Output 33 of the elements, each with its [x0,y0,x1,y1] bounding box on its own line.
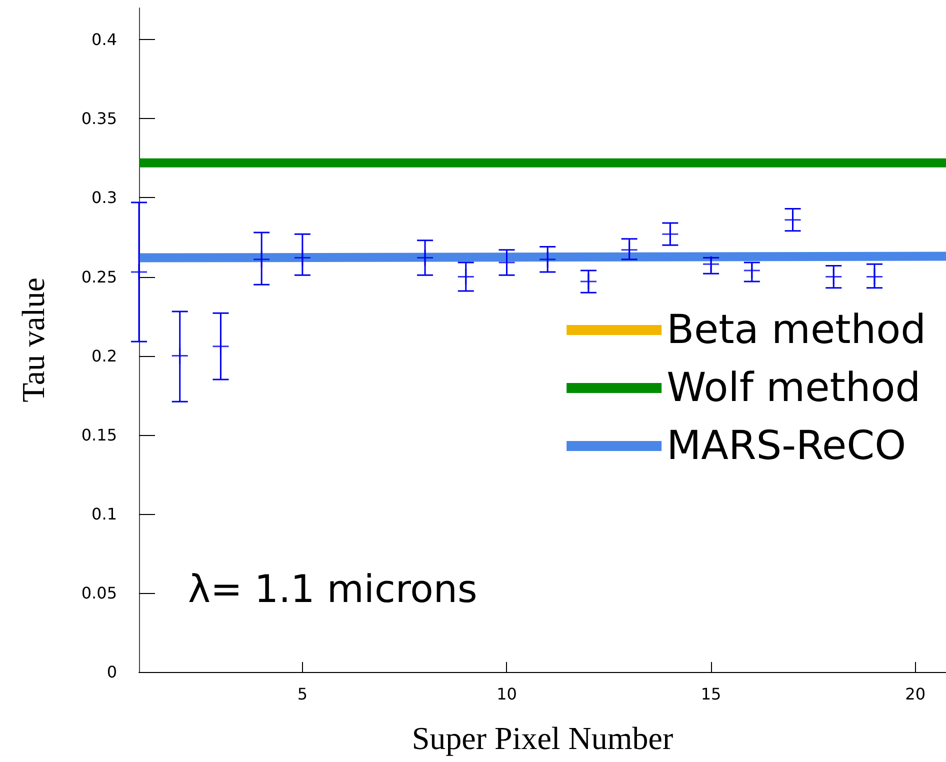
point [866,268,884,286]
point [620,241,638,259]
point [130,263,148,281]
x-tick-label: 15 [700,684,722,704]
y-tick-label: 0 [106,662,117,682]
y-tick-label: 0.15 [81,425,117,444]
y-tick-label: 0.35 [81,109,117,128]
y-tick-label: 0.2 [92,346,117,366]
legend-label: Wolf method [666,365,921,411]
point [252,250,270,268]
y-tick-label: 0.05 [81,583,117,602]
point [580,272,598,290]
y-tick-label: 0.25 [81,267,117,286]
point [538,250,556,268]
y-tick-label: 0.3 [92,188,117,208]
legend-label: MARS-ReCO [666,423,906,469]
point [294,249,312,267]
annotation: λ= 1.1 microns [188,567,478,611]
point [824,268,842,286]
x-tick-label: 20 [905,684,926,704]
x-axis-title: Super Pixel Number [412,720,674,756]
y-axis-title: Tau value [15,278,51,402]
x-tick-label: 5 [297,684,308,704]
point [171,347,189,365]
legend-label: Beta method [666,307,926,353]
y-tick-label: 0.1 [92,504,117,524]
y-tick-label: 0.4 [92,30,117,50]
point [784,211,802,229]
point [416,249,434,267]
point [212,338,230,356]
x-tick-label: 10 [496,684,517,704]
point [457,268,475,286]
point [661,225,679,243]
